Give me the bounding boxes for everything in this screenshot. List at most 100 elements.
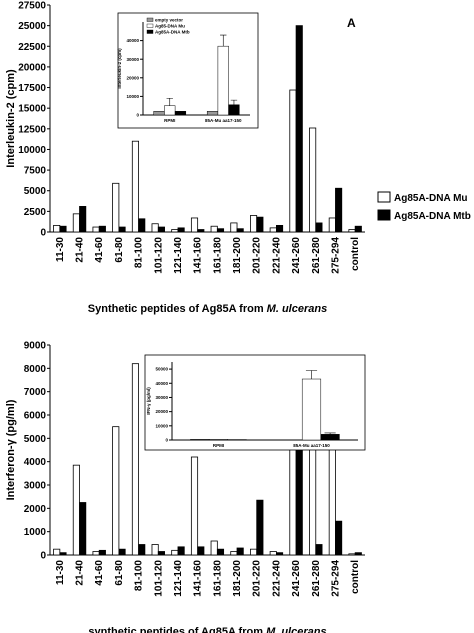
bar — [250, 215, 258, 233]
x-tick-label: control — [350, 560, 361, 594]
x-tick-label: 21-40 — [75, 237, 86, 263]
bar — [216, 228, 225, 233]
bar — [59, 552, 67, 556]
x-tick-label: 11-30 — [55, 560, 66, 585]
x-tick-label: 201-220 — [252, 560, 263, 597]
bar — [328, 217, 336, 233]
legend-swatch — [146, 23, 154, 28]
bar — [197, 546, 205, 556]
bar — [210, 540, 218, 556]
y-tick-label: 22500 — [18, 42, 46, 53]
y-tick-label: 17500 — [18, 83, 46, 94]
bar — [171, 549, 179, 556]
error-bar — [220, 34, 227, 47]
bar — [118, 226, 126, 233]
bar — [131, 363, 139, 556]
legend-swatch — [377, 191, 391, 203]
bar — [118, 548, 126, 556]
y-tick-label: 5000 — [24, 186, 47, 197]
bar — [335, 187, 343, 233]
y-tick-label: 7000 — [24, 387, 47, 398]
bar — [72, 464, 80, 556]
bar — [79, 502, 87, 556]
bar — [190, 456, 199, 556]
x-tick-label: 81-100 — [134, 237, 145, 269]
legend-swatch — [146, 17, 154, 22]
bar — [112, 182, 120, 233]
y-axis-label: Interferon-γ (pg/ml) — [5, 399, 17, 500]
x-axis-label: Synthetic peptides of Ag85A from M. ulce… — [88, 303, 327, 315]
bar — [157, 226, 165, 233]
bar — [354, 225, 362, 233]
error-bar — [166, 97, 173, 106]
bar — [151, 223, 159, 233]
panel-label: A — [347, 16, 356, 30]
y-tick-label: 3000 — [24, 481, 47, 492]
legend-swatch — [146, 29, 154, 34]
bar — [151, 544, 159, 556]
y-tick-label: 30000 — [126, 57, 139, 62]
legend-label: Ag85A-DNA Mtb — [394, 211, 471, 222]
x-tick-label: 221-240 — [271, 560, 282, 597]
bar — [236, 547, 244, 556]
x-tick-label: 241-260 — [291, 237, 302, 274]
bar — [53, 548, 61, 556]
bar — [197, 229, 205, 233]
x-tick-label: 275-294 — [330, 560, 341, 597]
y-tick-label: 27500 — [18, 1, 46, 12]
bar — [208, 439, 229, 441]
bar — [315, 544, 323, 556]
bar — [59, 225, 67, 233]
x-axis-label: synthetic peptides of Ag85A from M. ulce… — [88, 626, 326, 633]
x-tick-label: 261-280 — [311, 560, 322, 597]
bar — [177, 227, 185, 233]
x-axis-label-species: M. ulcerans — [266, 626, 327, 633]
bar — [98, 549, 106, 556]
bar — [256, 216, 264, 233]
bar — [157, 551, 165, 556]
x-tick-label: 41-60 — [94, 560, 105, 586]
y-tick-label: 15000 — [18, 104, 46, 115]
legend-label: Ag85A-DNA Mu — [394, 193, 468, 204]
y-tick-label: 7500 — [24, 166, 47, 177]
x-tick-label: 21-40 — [75, 560, 86, 586]
bar — [348, 229, 356, 233]
y-tick-label: 10000 — [126, 94, 139, 99]
x-tick-label: 85A-Mu aa17-150 — [205, 118, 242, 123]
y-axis-label: Interleukin-2 (cpm) — [5, 69, 17, 168]
bar — [309, 127, 317, 233]
bar — [217, 45, 229, 116]
bar — [112, 426, 120, 556]
y-tick-label: 12500 — [18, 124, 46, 135]
x-tick-label: 121-140 — [173, 237, 184, 274]
y-tick-label: 30000 — [155, 395, 168, 400]
error-bar — [324, 432, 336, 435]
x-tick-label: 121-140 — [173, 560, 184, 597]
x-tick-label: 41-60 — [94, 237, 105, 263]
bar — [315, 222, 323, 233]
x-tick-label: 275-294 — [330, 237, 341, 274]
y-tick-label: 40000 — [126, 38, 139, 43]
x-tick-label: 101-120 — [153, 237, 164, 274]
bar — [98, 225, 106, 233]
bar — [354, 552, 362, 556]
y-axis-label: Interleukin-2 (cpm) — [117, 48, 122, 89]
bar — [131, 140, 139, 233]
bar — [335, 520, 343, 556]
x-tick-label: 181-200 — [232, 237, 243, 274]
y-tick-label: 50000 — [155, 367, 168, 372]
x-axis-label-species: M. ulcerans — [267, 303, 328, 315]
y-tick-label: 9000 — [24, 341, 47, 352]
bar — [348, 553, 356, 556]
bar — [177, 546, 185, 556]
bar — [216, 548, 225, 556]
y-tick-label: 0 — [136, 113, 139, 118]
x-tick-label: 81-100 — [134, 560, 145, 592]
bar — [320, 434, 340, 441]
x-tick-label: control — [350, 237, 361, 271]
bar — [138, 544, 146, 556]
x-tick-label: 181-200 — [232, 560, 243, 597]
bar — [138, 218, 146, 233]
x-tick-label: 141-160 — [193, 560, 204, 597]
x-tick-label: 241-260 — [291, 560, 302, 597]
